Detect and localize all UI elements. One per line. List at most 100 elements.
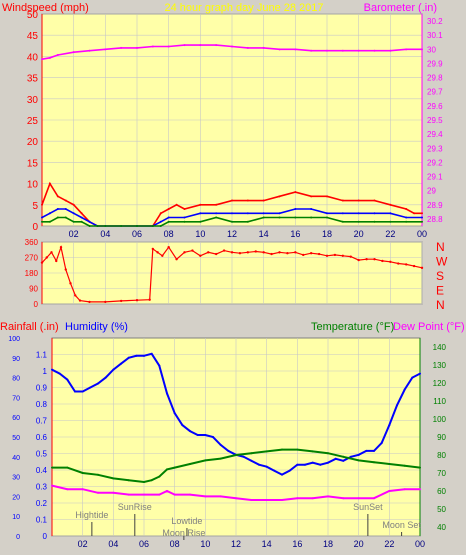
wind-baro-series-line <box>42 216 422 227</box>
humidity-temp-point <box>388 463 391 465</box>
humidity-temp-point <box>342 459 345 462</box>
wind-direction-point <box>381 259 384 263</box>
humidity-temp-point <box>127 493 130 496</box>
humidity-x-tick-label: 18 <box>323 539 333 549</box>
windspeed-tick-label: 45 <box>27 31 39 42</box>
dew-point-axis-title: Dew Point (°F) <box>393 321 465 333</box>
humidity-temp-point <box>204 459 207 462</box>
wind-baro-point <box>278 216 281 219</box>
rainfall-tick-label: 0.3 <box>36 483 48 492</box>
wind-direction-point <box>238 251 242 255</box>
wind-direction-point <box>167 245 170 249</box>
wind-baro-series-line <box>41 181 422 227</box>
wind-direction-point <box>88 300 91 304</box>
wind-baro-point <box>159 225 162 227</box>
rainfall-tick-label: 1.1 <box>36 351 48 360</box>
humidity-tick-label: 100 <box>8 336 20 343</box>
wind-baro-point <box>104 225 107 227</box>
humidity-x-tick-label: 08 <box>170 539 180 549</box>
humidity-temp-point <box>189 463 191 465</box>
wind-baro-point <box>120 225 123 227</box>
wind-direction-point <box>230 251 234 254</box>
wind-direction-point <box>317 252 321 256</box>
wind-baro-point <box>373 212 376 215</box>
wind-baro-point <box>88 49 91 52</box>
rainfall-tick-label: 0.9 <box>36 384 48 393</box>
wind-baro-point <box>389 203 392 206</box>
wind-baro-point <box>262 216 265 219</box>
humidity-temp-point <box>135 354 138 357</box>
wind-baro-point <box>167 216 170 219</box>
humidity-temp-series-line <box>51 484 420 501</box>
humidity-x-tick-label: 10 <box>200 539 210 549</box>
wind-baro-point <box>405 48 408 51</box>
humidity-temp-point <box>281 473 283 476</box>
humidity-temp-point <box>51 368 53 371</box>
temperature-axis-title: Temperature (°F) <box>311 321 394 333</box>
barometer-tick-label: 29.1 <box>427 173 443 182</box>
wind-baro-point <box>294 48 297 51</box>
wind-baro-point <box>56 208 59 211</box>
wind-baro-point <box>199 220 202 223</box>
wind-baro-point <box>215 212 218 215</box>
wind-baro-point <box>41 220 43 223</box>
windspeed-axis-title: Windspeed (mph) <box>2 2 89 14</box>
wind-baro-point <box>294 191 297 194</box>
barometer-axis-title: Barometer (.in) <box>364 2 437 14</box>
wind-direction-point <box>404 263 408 266</box>
wind-baro-point <box>278 48 281 51</box>
humidity-temp-point <box>143 481 145 483</box>
humidity-x-tick-label: 04 <box>108 539 118 549</box>
barometer-tick-label: 29.5 <box>427 116 443 125</box>
wind-baro-point <box>88 220 91 223</box>
humidity-temp-point <box>219 443 222 446</box>
wind-baro-point <box>246 46 249 49</box>
wind-direction-point <box>148 298 151 301</box>
wind-x-tick-label: 14 <box>259 229 269 239</box>
direction-tick-label: 0 <box>34 300 39 309</box>
temperature-tick-label: 140 <box>433 343 447 352</box>
wind-direction-point <box>309 251 313 255</box>
direction-tick-label: 270 <box>25 254 39 263</box>
wind-baro-point <box>231 45 233 48</box>
barometer-tick-label: 28.9 <box>427 201 443 210</box>
wind-baro-point <box>278 212 281 215</box>
barometer-tick-label: 29.2 <box>427 158 443 167</box>
wind-baro-point <box>231 220 233 223</box>
humidity-x-tick-label: 16 <box>292 539 302 549</box>
wind-baro-point <box>215 203 218 206</box>
rainfall-tick-label: 0 <box>43 532 48 541</box>
wind-baro-point <box>421 212 423 215</box>
humidity-temp-point <box>304 463 306 466</box>
barometer-tick-label: 29.8 <box>427 74 443 83</box>
windspeed-tick-label: 10 <box>27 180 39 191</box>
humidity-temp-point <box>219 457 222 460</box>
humidity-temp-point <box>311 461 314 464</box>
humidity-temp-point <box>403 488 406 491</box>
wind-baro-point <box>310 49 313 52</box>
wind-direction-point <box>45 256 48 259</box>
wind-direction-point <box>175 258 178 261</box>
humidity-temp-point <box>66 488 69 491</box>
wind-baro-point <box>64 199 67 202</box>
wind-baro-point <box>120 46 123 49</box>
humidity-temp-point <box>365 449 368 452</box>
humidity-temp-point <box>388 424 391 427</box>
humidity-temp-point <box>419 466 421 469</box>
humidity-temp-point <box>403 388 406 391</box>
wind-baro-point <box>246 199 249 202</box>
rainfall-tick-label: 0.5 <box>36 450 48 459</box>
wind-baro-point <box>421 220 423 223</box>
temperature-tick-label: 110 <box>433 397 446 406</box>
wind-baro-point <box>373 49 376 52</box>
humidity-temp-point <box>250 499 253 501</box>
humidity-axis-title: Humidity (%) <box>65 321 128 333</box>
compass-label: E <box>436 284 444 298</box>
wind-baro-point <box>199 212 202 215</box>
humidity-x-tick-label: 06 <box>139 539 149 549</box>
humidity-temp-point <box>127 356 130 359</box>
humidity-temp-point <box>97 491 99 494</box>
wind-baro-point <box>389 49 392 52</box>
humidity-temp-point <box>143 354 145 357</box>
temperature-tick-label: 70 <box>437 469 446 478</box>
